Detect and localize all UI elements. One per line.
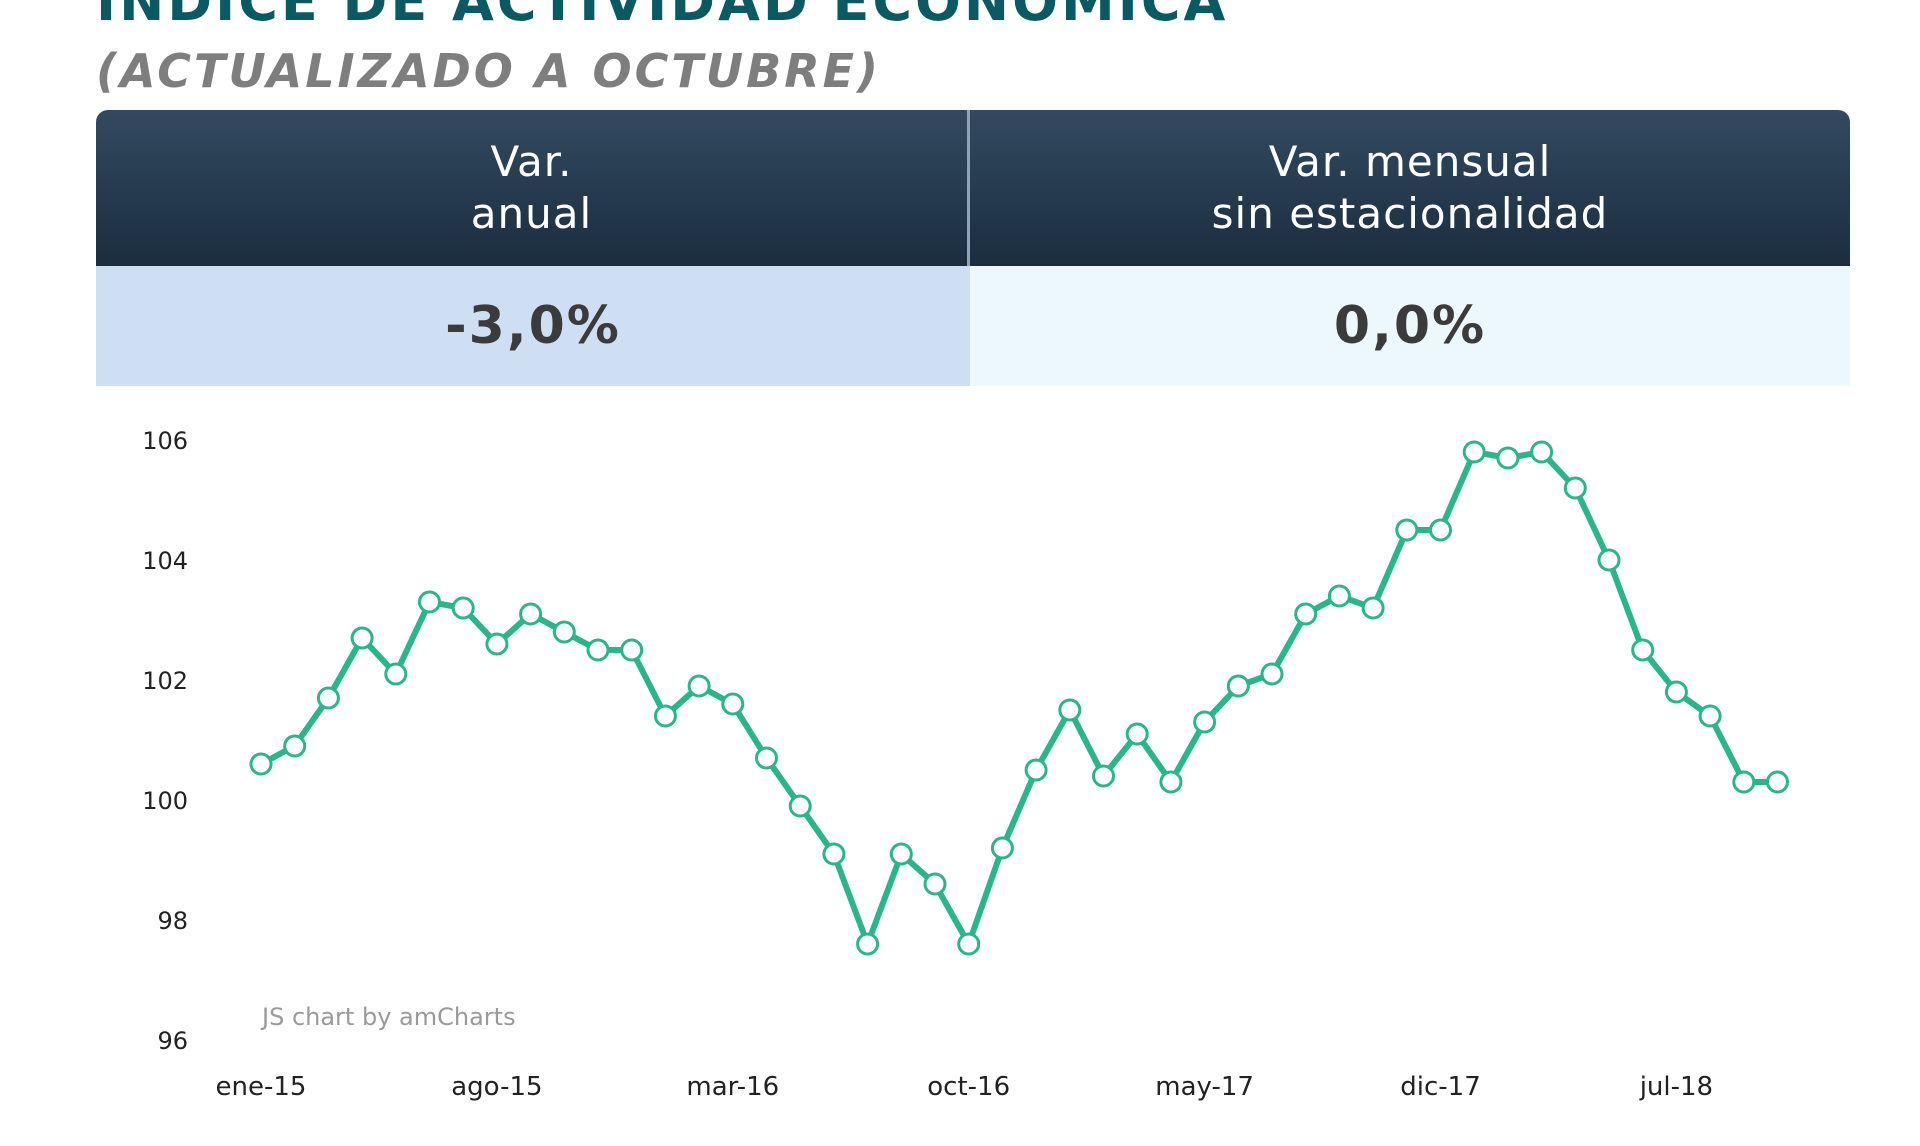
series-group [249,440,1789,956]
data-point[interactable] [856,932,880,956]
amcharts-credit: JS chart by amCharts [260,1003,516,1031]
series-line [258,449,1781,947]
page-title: INDICE DE ACTIVIDAD ECONOMICA [96,0,1229,33]
data-point[interactable] [990,836,1014,860]
y-tick-label: 100 [142,787,188,815]
data-point[interactable] [1766,770,1789,794]
data-point[interactable] [586,638,610,662]
data-point[interactable] [1327,584,1351,608]
data-point[interactable] [350,626,374,650]
data-point[interactable] [923,872,947,896]
data-point[interactable] [384,662,408,686]
monthly-header-line1: Var. mensual [1268,137,1552,186]
data-point[interactable] [620,638,644,662]
data-point[interactable] [1698,704,1722,728]
data-point[interactable] [889,842,913,866]
data-point[interactable] [1732,770,1756,794]
data-point[interactable] [788,794,812,818]
data-point[interactable] [1530,440,1554,464]
data-point[interactable] [451,596,475,620]
data-point[interactable] [1294,602,1318,626]
monthly-variation-header: Var. mensual sin estacionalidad [970,110,1850,266]
data-point[interactable] [249,752,273,776]
data-point[interactable] [485,632,509,656]
monthly-header-line2: sin estacionalidad [1211,189,1609,238]
x-tick-label: mar-16 [686,1072,779,1102]
data-point[interactable] [1193,710,1217,734]
data-point[interactable] [1092,764,1115,788]
monthly-variation-value: 0,0% [970,266,1850,386]
x-tick-label: jul-18 [1639,1072,1713,1102]
data-point[interactable] [1159,770,1183,794]
data-point[interactable] [1260,662,1284,686]
data-point[interactable] [653,704,677,728]
data-point[interactable] [418,590,441,614]
data-point[interactable] [822,842,846,866]
data-point[interactable] [1226,674,1250,698]
x-tick-label: may-17 [1155,1072,1254,1102]
data-point[interactable] [519,602,543,626]
y-tick-label: 102 [142,667,188,695]
x-tick-label: ago-15 [451,1072,542,1102]
data-point[interactable] [1024,758,1048,782]
data-point[interactable] [755,746,778,770]
data-point[interactable] [316,686,340,710]
activity-index-line-chart: 106 104 102 100 98 96 ene-15 ago-15 mar-16 oct-1… [142,427,1789,1102]
y-axis: 106 104 102 100 98 96 [142,427,188,1055]
data-point[interactable] [687,674,711,698]
data-point[interactable] [957,932,981,956]
y-tick-label: 104 [142,547,188,575]
data-point[interactable] [552,620,576,644]
y-tick-label: 96 [157,1027,188,1055]
data-point[interactable] [721,692,745,716]
data-point[interactable] [1462,440,1486,464]
data-point[interactable] [1664,680,1688,704]
annual-variation-value: -3,0% [96,266,970,386]
data-point[interactable] [1563,476,1587,500]
data-point[interactable] [1395,518,1419,542]
annual-variation-header: Var. anual [96,110,970,266]
page-subtitle: (ACTUALIZADO A OCTUBRE) [96,44,882,98]
data-point[interactable] [1597,548,1621,572]
data-point[interactable] [1125,722,1149,746]
x-tick-label: ene-15 [216,1072,307,1102]
y-tick-label: 98 [157,907,188,935]
x-axis: ene-15 ago-15 mar-16 oct-16 may-17 dic-17 jul-… [216,1072,1714,1102]
data-point[interactable] [283,734,307,758]
data-point[interactable] [1058,698,1082,722]
data-point[interactable] [1361,596,1385,620]
x-tick-label: oct-16 [927,1072,1010,1102]
annual-header-line1: Var. [490,137,573,186]
y-tick-label: 106 [142,427,188,455]
data-point[interactable] [1429,518,1452,542]
data-point[interactable] [1631,638,1655,662]
stats-table: Var. anual Var. mensual sin estacionalid… [96,110,1850,386]
x-tick-label: dic-17 [1400,1072,1481,1102]
data-point[interactable] [1496,446,1520,470]
annual-header-line2: anual [470,189,593,238]
